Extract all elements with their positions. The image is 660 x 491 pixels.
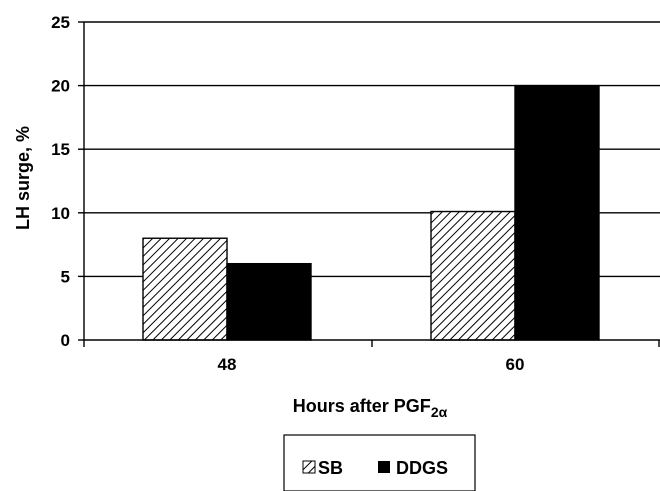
bar-sb-60 (430, 210, 516, 341)
x-tick-label: 48 (218, 355, 237, 374)
y-tick-label: 25 (51, 13, 70, 32)
y-tick-label: 20 (51, 77, 70, 96)
y-tick-label: 10 (51, 204, 70, 223)
bars (142, 84, 600, 341)
y-tick-label: 0 (61, 331, 70, 350)
legend: SB DDGS (283, 434, 476, 491)
bar-sb-48 (142, 237, 228, 341)
legend-swatch-sb (302, 460, 316, 474)
x-axis-ticks: 48 60 (218, 355, 525, 374)
y-axis-ticks: 0 5 10 15 20 25 (51, 13, 85, 350)
x-axis-title-subscript: 2α (431, 404, 448, 420)
legend-swatch-ddgs (378, 461, 390, 473)
y-tick-label: 15 (51, 140, 70, 159)
bar-ddgs-60 (514, 84, 600, 341)
legend-label-sb: SB (318, 458, 343, 478)
x-axis-title: Hours after PGF2α (293, 396, 448, 420)
y-tick-label: 5 (61, 267, 70, 286)
x-tick-label: 60 (506, 355, 525, 374)
y-axis-title: LH surge, % (13, 126, 33, 230)
x-axis-title-main: Hours after PGF (293, 396, 431, 416)
x-axis (83, 339, 660, 347)
legend-label-ddgs: DDGS (396, 458, 448, 478)
bar-ddgs-48 (226, 262, 312, 341)
